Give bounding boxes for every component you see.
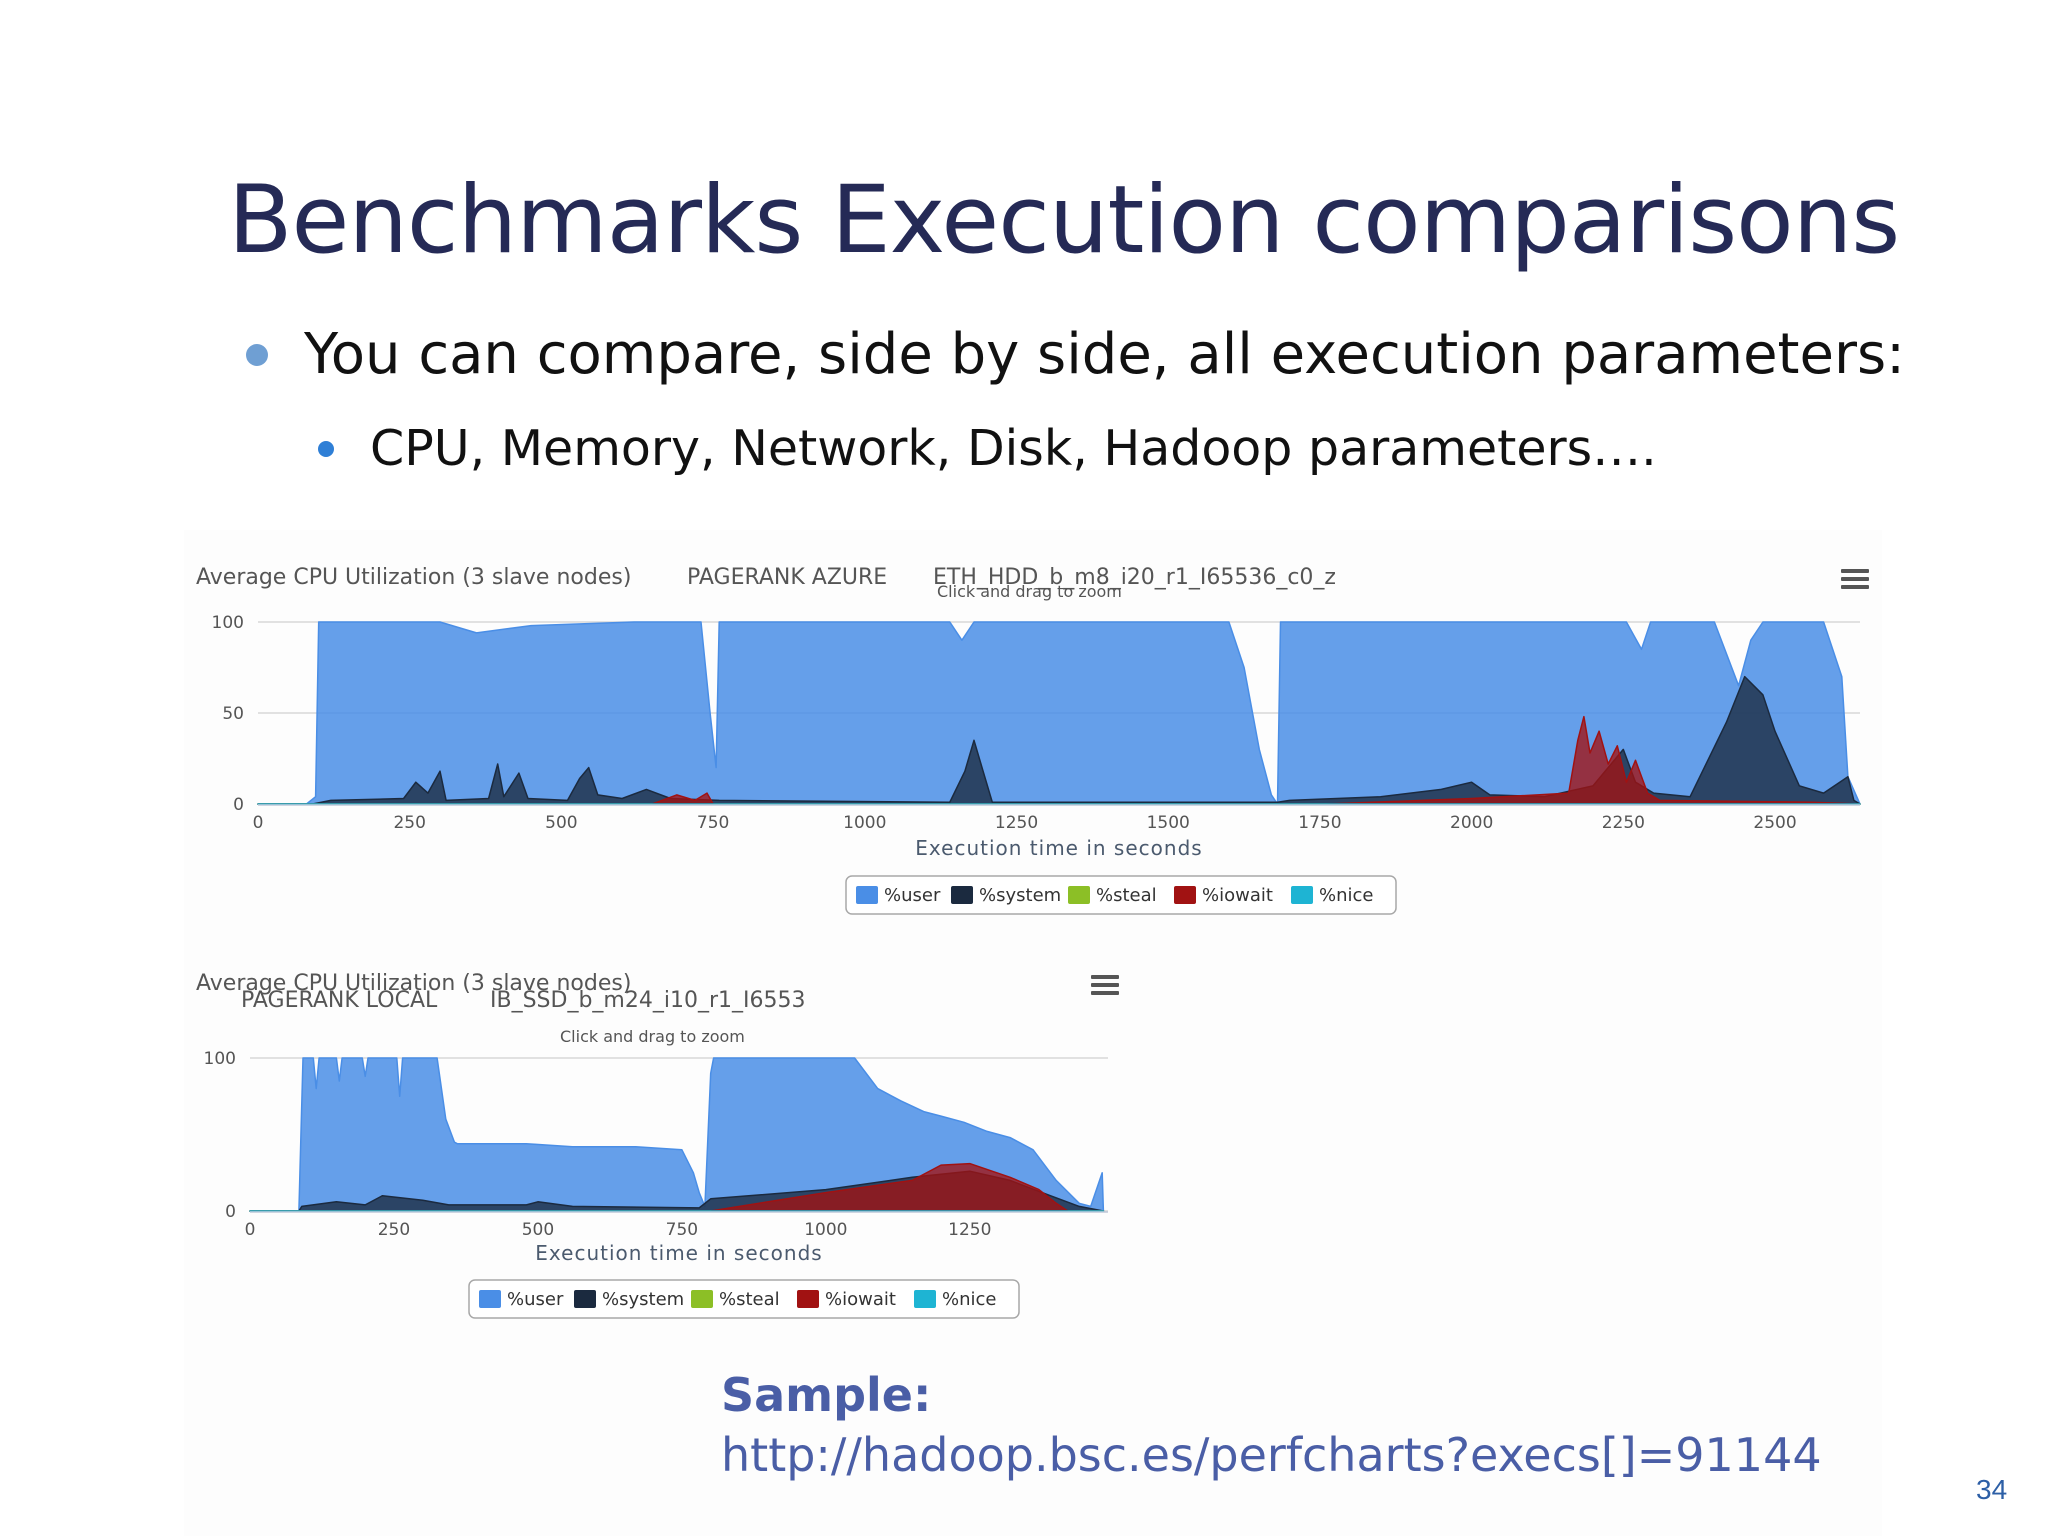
x-tick-label: 1000	[843, 813, 886, 833]
chart-title: Average CPU Utilization (3 slave nodes)	[196, 971, 631, 996]
legend-item-steal[interactable]: %steal	[1068, 885, 1157, 906]
series-area-system[interactable]	[257, 675, 1861, 805]
x-tick-label: 750	[697, 813, 729, 833]
x-tick-label: 250	[378, 1220, 410, 1240]
legend-swatch	[574, 1290, 596, 1308]
bullet-marker-icon	[318, 440, 334, 457]
legend-label: %system	[602, 1289, 684, 1310]
y-tick-label: 100	[212, 613, 244, 633]
x-tick-label: 2000	[1450, 813, 1493, 833]
x-tick-label: 500	[522, 1220, 554, 1240]
series-area-iowait[interactable]	[257, 715, 1861, 805]
legend-item-system[interactable]: %system	[951, 885, 1061, 906]
legend-swatch	[1291, 886, 1313, 904]
legend-label: %iowait	[825, 1289, 896, 1310]
page-number: 34	[1976, 1474, 2008, 1505]
x-tick-label: 1000	[804, 1220, 847, 1240]
y-tick-label: 0	[225, 1202, 236, 1222]
y-tick-label: 100	[204, 1049, 236, 1069]
series-area-user[interactable]	[257, 621, 1861, 805]
legend-item-nice[interactable]: %nice	[1291, 885, 1373, 906]
legend-box	[468, 1279, 1020, 1319]
legend-item-steal[interactable]: %steal	[691, 1289, 780, 1310]
legend-item-user[interactable]: %user	[856, 885, 941, 906]
legend-label: %steal	[1096, 885, 1157, 906]
y-tick-label: 0	[233, 795, 244, 815]
bullet-level-2: CPU, Memory, Network, Disk, Hadoop param…	[318, 420, 1657, 477]
legend-swatch	[1068, 886, 1090, 904]
sample-label: Sample:	[721, 1368, 932, 1422]
bullet-marker-icon	[246, 343, 268, 366]
legend-swatch	[1174, 886, 1196, 904]
y-tick-label: 50	[222, 704, 244, 724]
chart-subtitle-benchmark: PAGERANK LOCAL	[241, 988, 438, 1013]
x-tick-label: 250	[393, 813, 425, 833]
x-tick-label: 0	[245, 1220, 256, 1240]
legend-label: %user	[884, 885, 941, 906]
chart-menu-icon[interactable]	[1091, 975, 1119, 995]
legend-box	[845, 875, 1397, 915]
slide-title: Benchmarks Execution comparisons	[228, 166, 1900, 275]
bullet-text: CPU, Memory, Network, Disk, Hadoop param…	[370, 420, 1657, 477]
legend-item-user[interactable]: %user	[479, 1289, 564, 1310]
x-tick-label: 1750	[1298, 813, 1341, 833]
legend-label: %nice	[1319, 885, 1373, 906]
cpu-chart-azure[interactable]: Average CPU Utilization (3 slave nodes) P…	[184, 548, 1884, 928]
bullet-text: You can compare, side by side, all execu…	[304, 322, 1906, 387]
chart-legend: %user %system %steal %iowait %nice	[468, 1279, 1020, 1319]
chart-subtitle-exec: ETH_HDD_b_m8_i20_r1_I65536_c0_z	[933, 565, 1336, 590]
legend-item-nice[interactable]: %nice	[914, 1289, 996, 1310]
x-tick-label: 500	[545, 813, 577, 833]
chart-menu-icon[interactable]	[1841, 569, 1869, 589]
x-tick-label: 1250	[995, 813, 1038, 833]
chart-svg[interactable]: Average CPU Utilization (3 slave nodes) P…	[184, 548, 1884, 928]
legend-label: %nice	[942, 1289, 996, 1310]
legend-item-system[interactable]: %system	[574, 1289, 684, 1310]
chart-legend: %user %system %steal %iowait %nice	[845, 875, 1397, 915]
bullet-level-1: You can compare, side by side, all execu…	[246, 322, 1905, 387]
legend-swatch	[856, 886, 878, 904]
chart-title: Average CPU Utilization (3 slave nodes)	[196, 565, 631, 590]
chart-subtitle-benchmark: PAGERANK AZURE	[687, 565, 887, 590]
legend-swatch	[797, 1290, 819, 1308]
legend-label: %system	[979, 885, 1061, 906]
cpu-chart-local[interactable]: Average CPU Utilization (3 slave nodes) P…	[184, 954, 1184, 1324]
legend-label: %steal	[719, 1289, 780, 1310]
x-axis-label: Execution time in seconds	[535, 1241, 822, 1265]
legend-item-iowait[interactable]: %iowait	[1174, 885, 1273, 906]
legend-swatch	[691, 1290, 713, 1308]
x-axis-label: Execution time in seconds	[915, 836, 1202, 860]
legend-swatch	[951, 886, 973, 904]
legend-swatch	[914, 1290, 936, 1308]
zoom-hint: Click and drag to zoom	[560, 1027, 745, 1046]
legend-swatch	[479, 1290, 501, 1308]
zoom-hint: Click and drag to zoom	[937, 582, 1122, 601]
legend-label: %iowait	[1202, 885, 1273, 906]
sample-link[interactable]: http://hadoop.bsc.es/perfcharts?execs[]=…	[721, 1428, 1822, 1482]
x-tick-label: 0	[253, 813, 264, 833]
legend-item-iowait[interactable]: %iowait	[797, 1289, 896, 1310]
chart-subtitle-exec: IB_SSD_b_m24_i10_r1_I6553	[490, 988, 805, 1013]
x-tick-label: 2500	[1753, 813, 1796, 833]
x-tick-label: 1500	[1147, 813, 1190, 833]
legend-label: %user	[507, 1289, 564, 1310]
x-tick-label: 1250	[948, 1220, 991, 1240]
chart-svg[interactable]: Average CPU Utilization (3 slave nodes)P…	[184, 954, 1184, 1324]
x-tick-label: 750	[666, 1220, 698, 1240]
x-tick-label: 2250	[1602, 813, 1645, 833]
series-area-user[interactable]	[249, 1057, 1105, 1212]
